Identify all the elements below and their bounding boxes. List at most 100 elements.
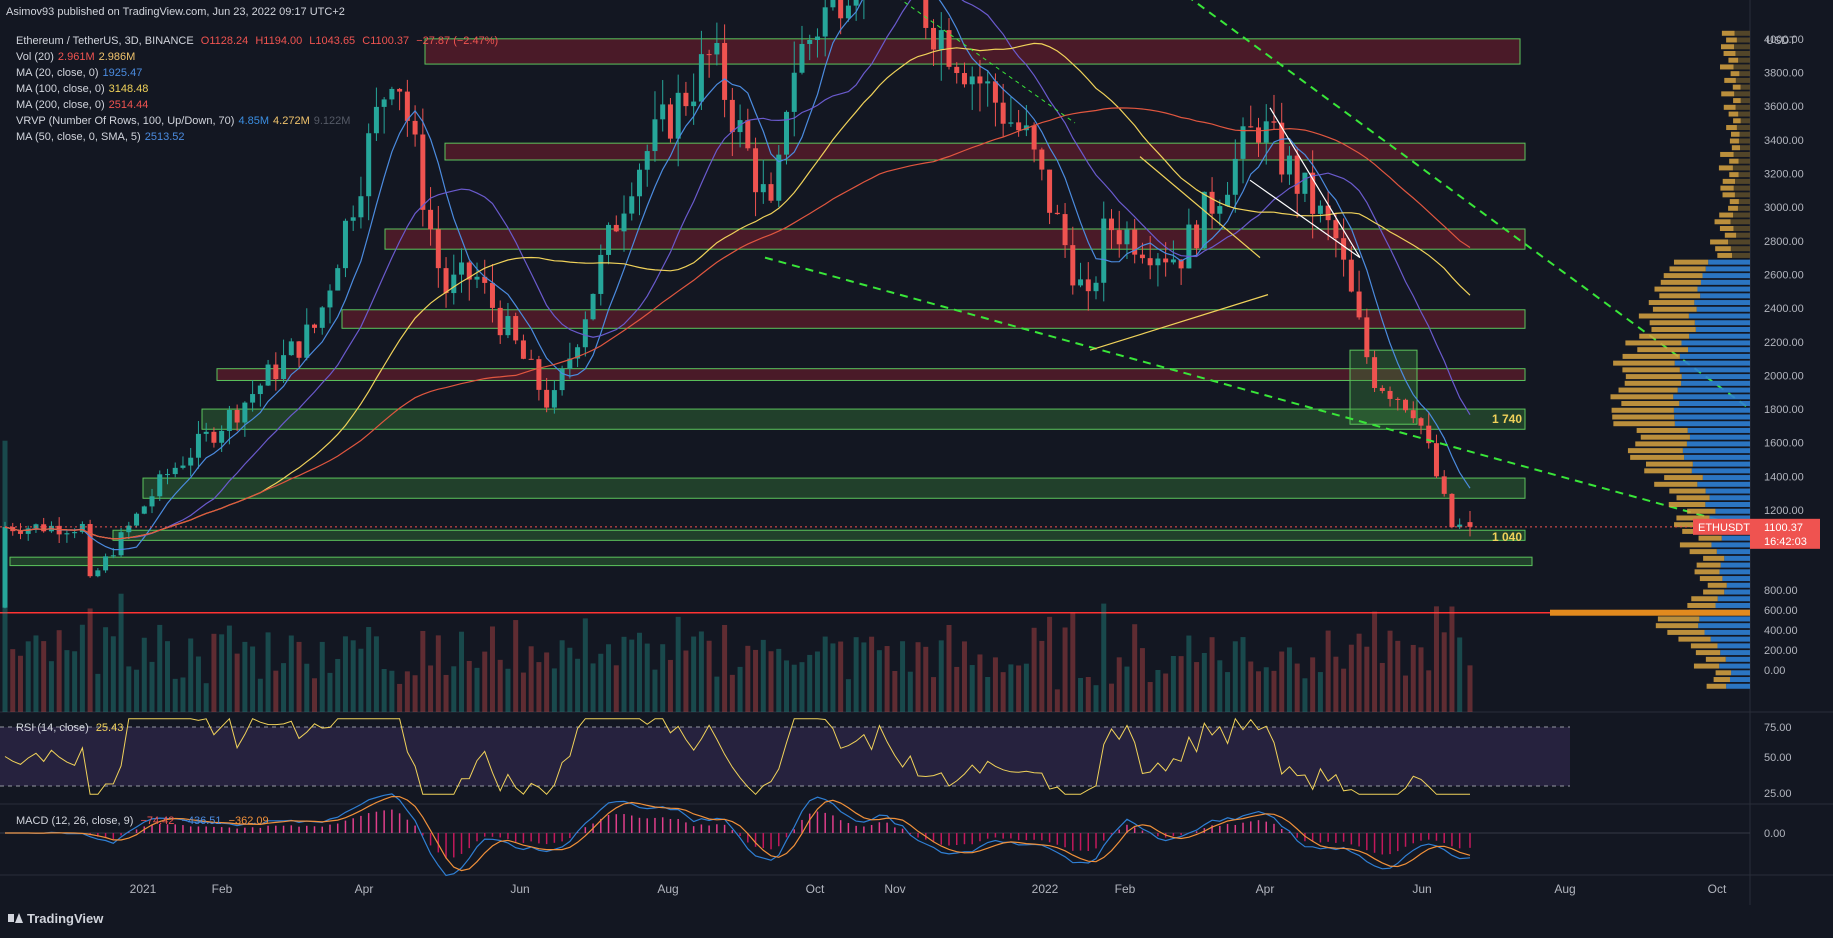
volume-bar bbox=[72, 651, 78, 712]
candle-body bbox=[1364, 317, 1370, 358]
vp-row-down bbox=[1713, 677, 1730, 683]
volume-bar bbox=[1302, 678, 1308, 712]
price-tick: 2600.00 bbox=[1764, 269, 1804, 281]
vp-row-down bbox=[1639, 333, 1690, 339]
vp-row-up bbox=[1732, 165, 1750, 171]
time-tick: Nov bbox=[884, 882, 905, 896]
indicator-value: 2513.52 bbox=[144, 131, 185, 143]
price-tick: 200.00 bbox=[1764, 645, 1798, 657]
vp-row-up bbox=[1733, 212, 1750, 218]
volume-bar bbox=[853, 637, 859, 712]
volume-bar bbox=[590, 663, 596, 712]
candle-body bbox=[969, 76, 975, 85]
volume-bar bbox=[281, 663, 287, 712]
candle-body bbox=[729, 99, 735, 133]
candle-body bbox=[644, 151, 650, 170]
price-tick: 400.00 bbox=[1764, 625, 1798, 637]
rsi-legend[interactable]: RSI (14, close) 25.43 bbox=[16, 722, 123, 734]
vp-row-up bbox=[1736, 232, 1750, 238]
vp-row-up bbox=[1710, 636, 1750, 642]
candle-body bbox=[79, 524, 85, 533]
indicator-value: 2.986M bbox=[98, 51, 136, 63]
candle-body bbox=[1341, 238, 1347, 260]
volume-bar bbox=[606, 644, 612, 712]
low-value: L1043.65 bbox=[309, 35, 356, 47]
candle-body bbox=[1426, 425, 1432, 444]
symbol-tag-text: ETHUSDT bbox=[1698, 522, 1750, 534]
vp-row-down bbox=[1627, 448, 1683, 454]
range-box bbox=[1349, 349, 1418, 425]
macd-line-value: −436.51 bbox=[181, 815, 222, 827]
volume-bar bbox=[675, 616, 681, 712]
candle-body bbox=[1348, 259, 1354, 292]
vp-row-down bbox=[1654, 286, 1698, 292]
indicator-row[interactable]: MA (20, close, 0) 1925.47 bbox=[16, 67, 142, 79]
indicator-value: 2.961M bbox=[57, 51, 95, 63]
macd-histogram bbox=[35, 809, 1471, 859]
vp-row-down bbox=[1703, 589, 1725, 595]
sr-zone bbox=[341, 309, 1526, 329]
candle-body bbox=[482, 276, 488, 283]
vp-row-up bbox=[1716, 549, 1750, 555]
volume-bar bbox=[79, 624, 85, 712]
candle-body bbox=[1325, 205, 1331, 221]
vp-row-up bbox=[1689, 333, 1750, 339]
volume-bar bbox=[312, 678, 318, 712]
vp-row-up bbox=[1694, 300, 1750, 306]
volume-bar bbox=[1403, 675, 1409, 712]
indicator-row[interactable]: MA (100, close, 0) 3148.48 bbox=[16, 83, 148, 95]
tradingview-logo[interactable]: TradingView bbox=[8, 911, 103, 926]
volume-bar bbox=[1256, 671, 1262, 712]
indicator-row[interactable]: MA (200, close, 0) 2514.44 bbox=[16, 99, 148, 111]
indicator-value: 3148.48 bbox=[108, 83, 149, 95]
candle-body bbox=[443, 268, 449, 294]
candle-body bbox=[103, 556, 109, 571]
candle-body bbox=[1047, 169, 1053, 213]
countdown-text: 16:42:03 bbox=[1764, 536, 1807, 548]
candle-body bbox=[1225, 194, 1231, 207]
vp-row-up bbox=[1736, 125, 1750, 131]
candle-body bbox=[188, 457, 194, 466]
candle-body bbox=[1263, 121, 1269, 143]
candle-body bbox=[1116, 230, 1122, 245]
price-tag-text: 1100.37 bbox=[1764, 522, 1803, 534]
volume-bar bbox=[784, 660, 790, 712]
indicator-label: MA (200, close, 0) bbox=[16, 99, 105, 111]
vp-row-down bbox=[1689, 549, 1717, 555]
candle-body bbox=[257, 385, 263, 395]
vp-row-down bbox=[1624, 380, 1682, 386]
vp-poc bbox=[1550, 609, 1750, 616]
indicator-row[interactable]: Vol (20) 2.961M 2.986M bbox=[16, 51, 135, 63]
candle-body bbox=[420, 134, 426, 210]
volume-bar bbox=[1078, 677, 1084, 712]
volume-bar bbox=[296, 641, 302, 712]
vp-row-up bbox=[1734, 30, 1750, 36]
symbol-name[interactable]: Ethereum / TetherUS, 3D, BINANCE bbox=[16, 35, 194, 47]
candle-body bbox=[1085, 279, 1091, 292]
candle-body bbox=[1008, 122, 1014, 124]
volume-bar bbox=[1310, 657, 1316, 712]
vp-row-down bbox=[1729, 138, 1739, 144]
indicator-row[interactable]: MA (50, close, 0, SMA, 5) 2513.52 bbox=[16, 131, 184, 143]
price-tick: 800.00 bbox=[1764, 585, 1798, 597]
candle-body bbox=[1410, 410, 1416, 419]
vp-row-down bbox=[1649, 320, 1695, 326]
candle-body bbox=[1031, 125, 1037, 150]
vp-row-down bbox=[1635, 441, 1687, 447]
vp-row-down bbox=[1644, 468, 1692, 474]
vp-row-down bbox=[1648, 300, 1695, 306]
volume-bar bbox=[265, 632, 271, 712]
volume-bar bbox=[1031, 627, 1037, 712]
macd-legend[interactable]: MACD (12, 26, close, 9) −74.42 −436.51 −… bbox=[16, 815, 269, 827]
vp-row-up bbox=[1711, 542, 1750, 548]
candle-body bbox=[1178, 259, 1184, 269]
candle-body bbox=[1217, 206, 1223, 214]
indicator-row[interactable]: VRVP (Number Of Rows, 100, Up/Down, 70) 4… bbox=[16, 115, 350, 127]
candle-body bbox=[304, 324, 310, 358]
vp-row-up bbox=[1730, 246, 1750, 252]
candle-body bbox=[195, 433, 201, 458]
vp-row-down bbox=[1651, 326, 1696, 332]
volume-bar bbox=[1101, 603, 1107, 712]
candle-body bbox=[497, 307, 503, 336]
